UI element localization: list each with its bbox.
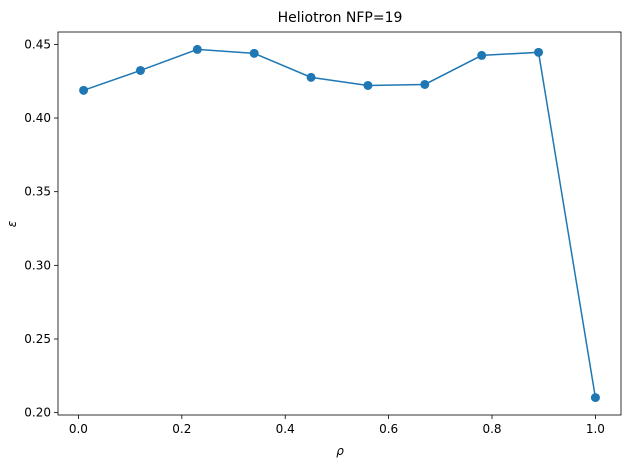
data-point — [192, 44, 202, 54]
data-point — [363, 80, 373, 90]
data-point — [135, 65, 145, 75]
data-point — [306, 72, 316, 82]
data-point — [534, 47, 544, 57]
data-point — [477, 50, 487, 60]
data-point — [249, 48, 259, 58]
x-tick-label: 1.0 — [586, 422, 605, 436]
line-series — [83, 48, 597, 398]
data-point — [420, 79, 430, 89]
x-tick-label: 0.0 — [69, 422, 88, 436]
x-tick-label: 0.8 — [482, 422, 501, 436]
y-tick-label: 0.45 — [24, 37, 51, 51]
x-tick-label: 0.6 — [379, 422, 398, 436]
y-axis-label: ε — [5, 220, 19, 227]
plot-frame — [57, 31, 622, 416]
x-axis-label: ρ — [336, 444, 344, 458]
data-point — [79, 85, 89, 95]
y-tick-label: 0.30 — [24, 258, 51, 272]
x-tick-label: 0.2 — [172, 422, 191, 436]
x-tick-label: 0.4 — [276, 422, 295, 436]
y-tick-label: 0.35 — [24, 185, 51, 199]
y-tick-label: 0.40 — [24, 111, 51, 125]
data-point — [590, 393, 600, 403]
y-tick-label: 0.20 — [24, 406, 51, 420]
y-tick-label: 0.25 — [24, 332, 51, 346]
chart-title: Heliotron NFP=19 — [278, 10, 403, 26]
